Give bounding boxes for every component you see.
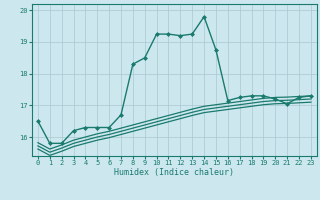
X-axis label: Humidex (Indice chaleur): Humidex (Indice chaleur) — [115, 168, 234, 177]
